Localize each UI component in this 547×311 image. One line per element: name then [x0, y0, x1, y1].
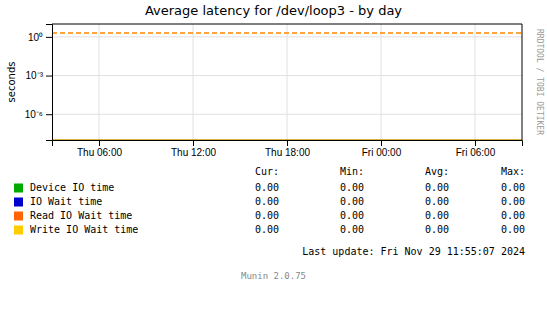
tick-mark — [46, 114, 52, 115]
tick-mark — [46, 76, 52, 77]
table-header: Avg: — [425, 166, 449, 177]
tick: 10⁻³ — [26, 70, 52, 81]
tick-label: Fri 06:00 — [456, 147, 496, 158]
table-value: 0.00 — [501, 182, 525, 193]
table-header: Cur: — [255, 166, 279, 177]
frame-line — [52, 24, 522, 25]
legend-label: Read IO Wait time — [30, 210, 132, 221]
tick-mark — [99, 140, 100, 146]
legend-swatch — [14, 198, 23, 207]
table-value: 0.00 — [255, 182, 279, 193]
axis-line — [46, 25, 53, 141]
grid-line-x — [193, 24, 194, 140]
table-value: 0.00 — [340, 196, 364, 207]
table-value: 0.00 — [425, 210, 449, 221]
legend-swatch — [14, 184, 23, 193]
legend-swatch — [14, 226, 23, 235]
axis-line — [53, 141, 523, 147]
legend-label: Write IO Wait time — [30, 224, 138, 235]
legend: Cur: Min: Avg: Max: Device IO time 0.00 0.00 0.… — [14, 166, 525, 235]
reference-line — [52, 32, 522, 34]
tick: Thu 06:00 — [77, 140, 122, 158]
table-value: 0.00 — [340, 182, 364, 193]
table-value: 0.00 — [340, 210, 364, 221]
tick-mark — [287, 140, 288, 146]
tick-label: Thu 18:00 — [265, 147, 310, 158]
tick-label: 10⁰ — [28, 32, 43, 43]
tick: Fri 06:00 — [456, 140, 496, 158]
tick-label: 10⁻³ — [26, 70, 44, 81]
table-value: 0.00 — [255, 210, 279, 221]
table-value: 0.00 — [501, 196, 525, 207]
tick-label: 10⁻⁶ — [25, 109, 43, 120]
table-value: 0.00 — [255, 224, 279, 235]
annotation: Last update: Fri Nov 29 11:55:07 2024 — [302, 246, 525, 257]
table-value: 0.00 — [425, 224, 449, 235]
annotation: RRDTOOL / TOBI OETIKER — [535, 29, 544, 135]
tick-mark — [193, 140, 194, 146]
table-value: 0.00 — [255, 196, 279, 207]
table-value: 0.00 — [425, 182, 449, 193]
tick: 10⁻⁶ — [25, 109, 52, 120]
tick-mark — [475, 140, 476, 146]
grid — [52, 24, 522, 140]
tick-label: Thu 06:00 — [77, 147, 122, 158]
table-value: 0.00 — [501, 210, 525, 221]
tick-mark — [46, 37, 52, 38]
tick-mark — [381, 140, 382, 146]
table-value: 0.00 — [425, 196, 449, 207]
table-header: Max: — [501, 166, 525, 177]
tick: 10⁰ — [28, 32, 52, 43]
frame-line — [522, 24, 523, 140]
marks — [52, 33, 522, 140]
reference-line — [52, 139, 522, 140]
legend-label: IO Wait time — [30, 196, 102, 207]
grid-line-x — [287, 24, 288, 140]
legend-swatch — [14, 212, 23, 221]
y-axis-title: seconds — [6, 62, 17, 103]
x-axis: Thu 06:00 Thu 12:00 Thu 18:00 Fri 00:00 Fri … — [53, 140, 523, 158]
grid-line-x — [99, 24, 100, 140]
grid-line-x — [475, 24, 476, 140]
tick: Fri 00:00 — [362, 140, 402, 158]
legend-label: Device IO time — [30, 182, 114, 193]
grid-line-x — [381, 24, 382, 140]
tick-label: Fri 00:00 — [362, 147, 402, 158]
chart: 10⁻⁶ 10⁻³ 10⁰ Thu 06:00 Thu 12:00 Thu 18:00 Fr… — [0, 0, 547, 311]
annotation: Munin 2.0.75 — [241, 271, 306, 281]
tick: Thu 18:00 — [265, 140, 310, 158]
table-value: 0.00 — [501, 224, 525, 235]
y-axis: 10⁻⁶ 10⁻³ 10⁰ — [25, 25, 53, 141]
plot: 10⁻⁶ 10⁻³ 10⁰ Thu 06:00 Thu 12:00 Thu 18:00 Fr… — [25, 24, 523, 158]
tick: Thu 12:00 — [171, 140, 216, 158]
table-value: 0.00 — [340, 224, 364, 235]
table-header: Min: — [340, 166, 364, 177]
title: Average latency for /dev/loop3 - by day — [145, 3, 402, 18]
tick-label: Thu 12:00 — [171, 147, 216, 158]
